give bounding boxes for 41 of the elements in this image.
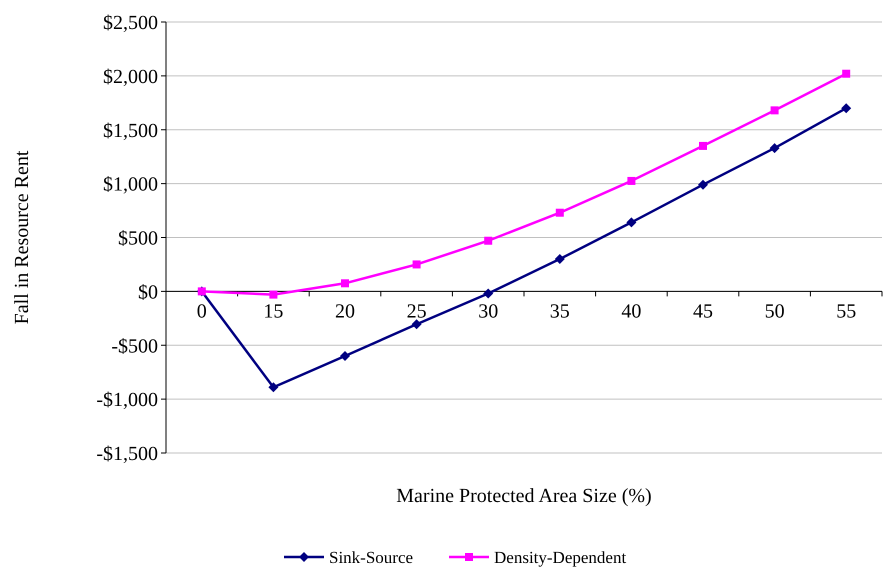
y-tick-label: $1,500 [103,120,158,142]
point [484,236,492,245]
point [842,70,850,78]
y-tick-label: $2,500 [103,12,158,34]
y-tick-label: -$1,500 [96,443,158,465]
y-tick-label: $1,000 [103,174,158,196]
point [269,290,278,299]
point [698,180,708,190]
x-tick-label: 0 [196,300,207,322]
point [556,208,564,217]
x-tick-label: 40 [621,300,642,322]
x-tick-label: 35 [550,300,570,322]
x-tick-label: 50 [764,300,785,322]
legend-label: Sink-Source [329,548,414,567]
x-tick-label: 20 [335,300,355,322]
point [554,254,565,264]
point [770,106,779,114]
x-tick-label: 15 [263,300,284,322]
point [341,279,349,288]
y-tick-label: $2,000 [103,66,158,88]
point [626,217,636,228]
y-tick-label: -$1,000 [96,389,158,412]
point [412,319,422,330]
point [412,260,421,268]
y-axis-title: Fall in Resource Rent [11,150,33,324]
point [841,103,852,114]
x-axis-title: Marine Protected Area Size (%) [396,485,652,507]
legend-label: Density-Dependent [494,548,626,567]
x-tick-label: 25 [406,300,427,322]
point [483,288,494,299]
point [699,142,707,150]
point [340,351,350,362]
y-tick-label: $500 [118,228,158,250]
point [770,143,780,154]
x-tick-label: 30 [478,300,498,322]
x-tick-label: 45 [693,300,713,322]
x-tick-label: 55 [836,300,856,322]
point [627,176,636,185]
y-tick-label: -$500 [111,335,158,358]
y-tick-label: $0 [138,281,158,304]
point [268,382,278,392]
